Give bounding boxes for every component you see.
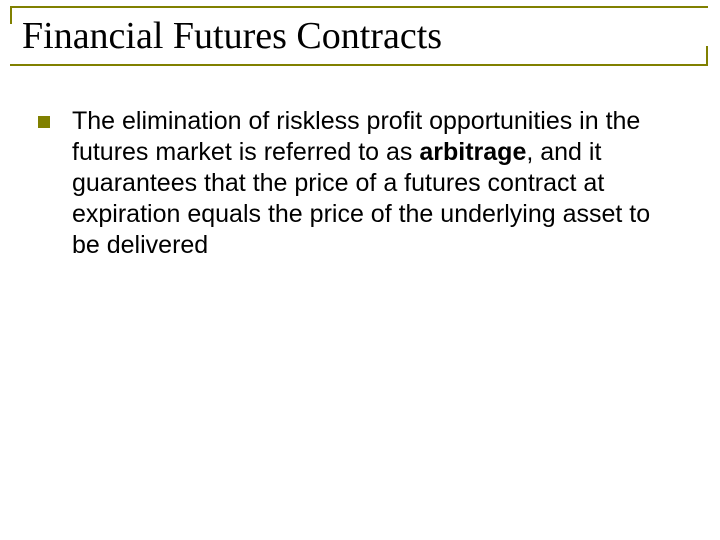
title-bottom-border xyxy=(10,64,708,66)
title-region: Financial Futures Contracts xyxy=(0,0,720,64)
title-left-tick xyxy=(10,6,12,24)
slide-title: Financial Futures Contracts xyxy=(18,6,702,64)
square-bullet-icon xyxy=(38,116,50,128)
bullet-text: The elimination of riskless profit oppor… xyxy=(72,106,672,261)
bullet-item: The elimination of riskless profit oppor… xyxy=(38,106,672,261)
slide: Financial Futures Contracts The eliminat… xyxy=(0,0,720,540)
title-top-border xyxy=(10,6,708,8)
bullet-text-bold: arbitrage xyxy=(419,138,526,166)
content-region: The elimination of riskless profit oppor… xyxy=(0,64,720,261)
title-right-tick xyxy=(706,46,708,64)
